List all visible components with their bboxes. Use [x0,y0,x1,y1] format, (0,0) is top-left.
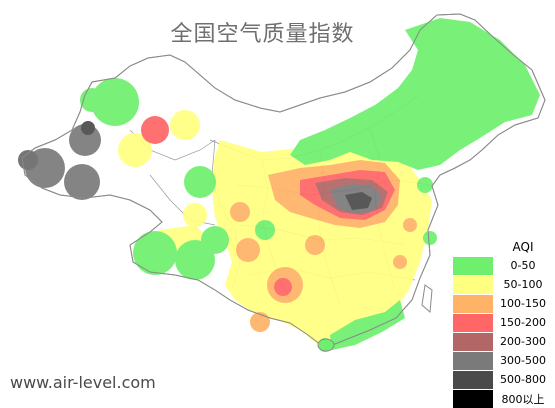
aqi-region-0-50 [290,18,540,170]
legend-rows: 0-50 50-100 100-150 150-200 200-300 300-500 50… [453,256,553,408]
legend-item: 800以上 [453,389,553,408]
legend-swatch [453,275,493,294]
legend-label: 200-300 [500,335,546,348]
aqi-legend: AQI 0-50 50-100 100-150 150-200 200-300 300-5… [453,238,553,408]
legend-title: AQI [512,240,534,254]
legend-label: 50-100 [503,278,543,291]
legend-swatch [453,370,493,389]
legend-label: 500-800 [500,373,546,386]
aqi-overlay [18,18,540,352]
aqi-region-500-800 [345,192,372,210]
legend-swatch [453,389,493,408]
legend-item: 150-200 [453,313,553,332]
hainan-island [317,338,335,352]
legend-item: 50-100 [453,275,553,294]
legend-swatch [453,351,493,370]
legend-swatch [453,313,493,332]
legend-label: 0-50 [510,259,536,272]
site-watermark: www.air-level.com [10,373,156,392]
legend-swatch [453,256,493,275]
legend-item: 200-300 [453,332,553,351]
legend-swatch [453,294,493,313]
legend-label: 800以上 [501,392,545,406]
legend-label: 150-200 [500,316,546,329]
legend-item: 100-150 [453,294,553,313]
legend-item: 300-500 [453,351,553,370]
map-title: 全国空气质量指数 [170,22,355,47]
taiwan-island [421,284,433,314]
legend-item: 0-50 [453,256,553,275]
legend-label: 100-150 [500,297,546,310]
legend-item: 500-800 [453,370,553,389]
legend-swatch [453,332,493,351]
legend-label: 300-500 [500,354,546,367]
